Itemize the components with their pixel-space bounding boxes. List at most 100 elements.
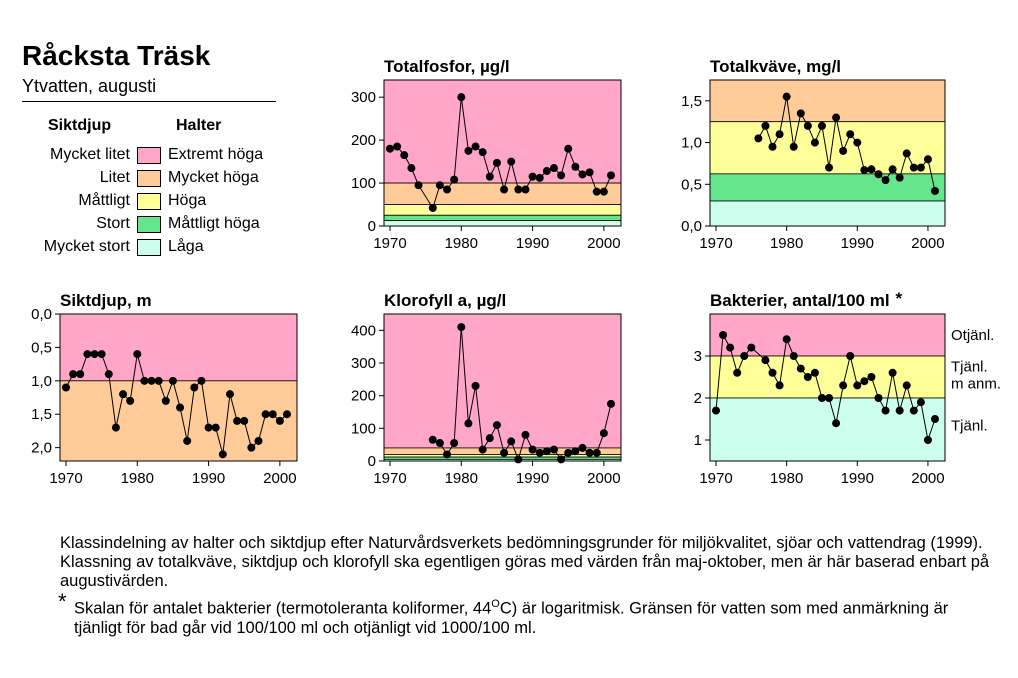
- data-point: [62, 383, 70, 392]
- data-point: [874, 170, 883, 179]
- data-point: [183, 436, 192, 445]
- data-point: [923, 436, 932, 444]
- data-point: [916, 398, 925, 407]
- legend-swatch: [137, 170, 161, 187]
- data-point: [464, 419, 473, 428]
- data-point: [825, 163, 834, 172]
- x-tick-label: 1980: [121, 470, 154, 487]
- data-point: [500, 185, 509, 194]
- data-point: [507, 437, 516, 446]
- data-point: [514, 455, 523, 464]
- data-point: [846, 352, 855, 360]
- chart-title: Totalfosfor, µg/l: [384, 57, 510, 76]
- data-point: [825, 394, 834, 402]
- data-point: [464, 146, 473, 155]
- data-point: [549, 164, 558, 173]
- legend-halter-label: Måttligt höga: [168, 215, 260, 232]
- data-point: [275, 416, 284, 425]
- y-tick-label: 0: [368, 453, 376, 470]
- y-tick-label: 100: [351, 175, 376, 192]
- x-tick-label: 1990: [516, 235, 549, 252]
- legend-siktdjup-label: Mycket stort: [43, 238, 130, 255]
- x-tick-label: 1970: [699, 235, 732, 252]
- data-point: [443, 450, 452, 459]
- plot-frame: [383, 79, 622, 227]
- data-point: [240, 416, 249, 425]
- data-point: [283, 410, 291, 419]
- x-tick-label: 1990: [841, 235, 874, 252]
- plot-frame: [59, 313, 298, 462]
- class-band: [709, 355, 946, 399]
- y-tick-label: 2,0: [31, 440, 52, 457]
- class-band: [709, 397, 946, 462]
- legend-swatch: [137, 147, 161, 164]
- data-point: [853, 138, 862, 147]
- x-tick-label: 1970: [699, 470, 732, 487]
- class-band: [709, 313, 946, 357]
- class-band: [383, 313, 622, 449]
- data-point: [931, 415, 939, 423]
- data-point: [909, 406, 918, 415]
- page-subtitle: Ytvatten, augusti: [22, 76, 157, 96]
- data-point: [817, 394, 826, 402]
- data-point: [535, 448, 544, 457]
- data-point: [803, 373, 812, 381]
- data-point: [782, 92, 791, 101]
- class-band: [59, 380, 298, 462]
- data-point: [119, 390, 128, 399]
- data-point: [585, 448, 594, 457]
- chart-title: Totalkväve, mg/l: [710, 57, 841, 76]
- chart-title: Siktdjup, m: [60, 291, 152, 310]
- data-point: [860, 377, 869, 386]
- data-point: [211, 423, 220, 432]
- page-title: Råcksta Träsk: [22, 40, 211, 71]
- data-point: [435, 181, 444, 190]
- y-tick-label: 1,5: [681, 93, 702, 110]
- data-point: [832, 419, 841, 428]
- legend-swatch: [137, 193, 161, 210]
- data-point: [457, 93, 466, 102]
- footnote-bacteria-scale: * Skalan för antalet bakterier (termotole…: [58, 591, 1000, 638]
- data-point: [796, 364, 805, 373]
- data-point: [233, 416, 242, 425]
- x-tick-label: 1980: [445, 470, 478, 487]
- data-point: [478, 445, 487, 454]
- data-point: [140, 376, 149, 385]
- x-tick-label: 1980: [770, 470, 803, 487]
- data-point: [471, 142, 480, 151]
- data-point: [931, 186, 939, 195]
- title-divider: [22, 101, 276, 102]
- data-point: [564, 144, 573, 153]
- data-point: [747, 343, 756, 352]
- data-point: [916, 163, 925, 172]
- y-tick-label: 0: [368, 218, 376, 235]
- data-point: [500, 448, 509, 457]
- data-point: [578, 170, 587, 179]
- data-point: [485, 172, 494, 181]
- data-point: [393, 142, 402, 151]
- y-tick-label: 1: [694, 432, 702, 449]
- data-point: [168, 376, 177, 385]
- data-point: [414, 181, 423, 190]
- legend-siktdjup-label: Mycket litet: [49, 146, 130, 163]
- data-point: [775, 381, 784, 390]
- data-point: [796, 109, 805, 118]
- data-point: [247, 443, 256, 452]
- legend-siktdjup-label: Stort: [96, 215, 130, 232]
- data-point: [867, 373, 876, 381]
- class-annotation: Tjänl.: [951, 417, 988, 434]
- data-point: [542, 167, 551, 176]
- data-point: [478, 148, 487, 157]
- y-tick-label: 0,5: [681, 176, 702, 193]
- plot-frame: [709, 313, 946, 462]
- data-point: [810, 368, 819, 377]
- data-point: [888, 368, 897, 377]
- data-point: [810, 138, 819, 147]
- class-annotation: m anm.: [951, 375, 1001, 392]
- data-point: [902, 381, 911, 390]
- data-point: [607, 171, 615, 180]
- data-point: [761, 121, 770, 130]
- data-point: [585, 168, 594, 177]
- data-point: [789, 142, 798, 151]
